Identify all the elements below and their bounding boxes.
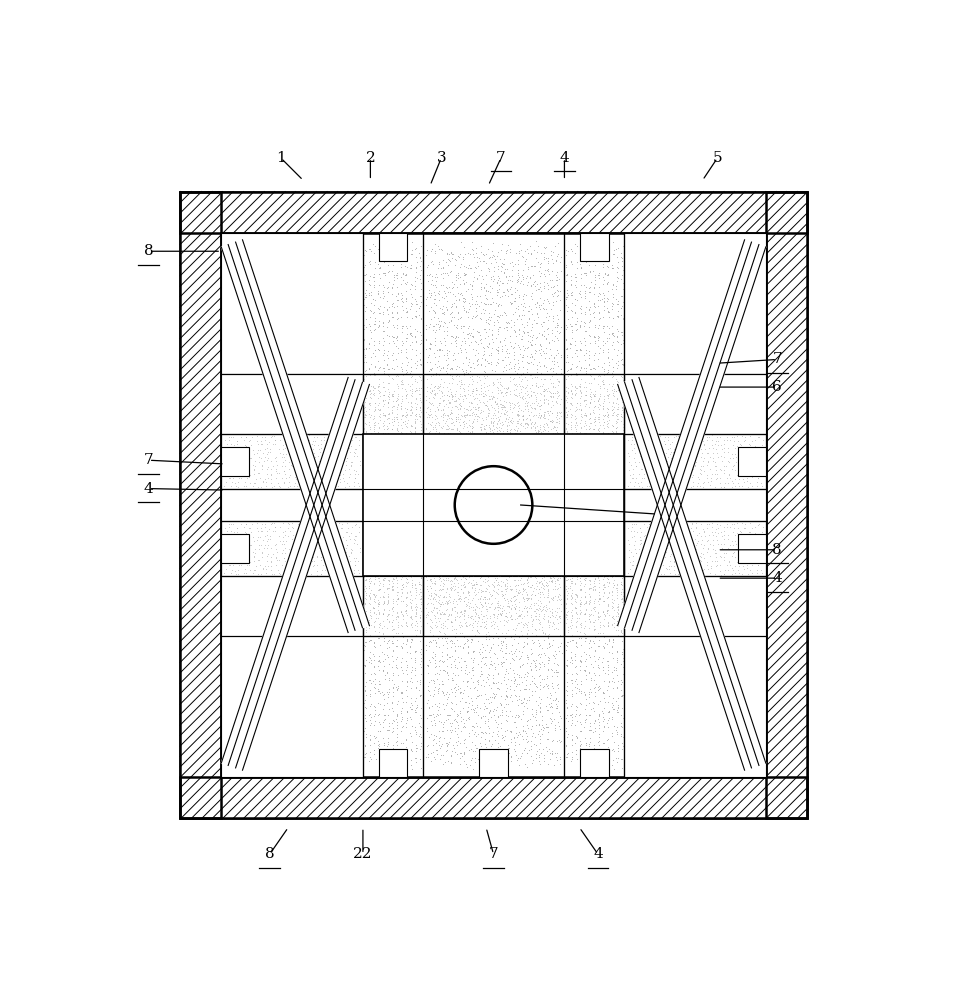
Bar — [624, 434, 766, 489]
Bar — [221, 374, 363, 777]
Bar — [363, 374, 423, 777]
Bar — [363, 434, 624, 576]
Text: 22: 22 — [353, 847, 373, 861]
Bar — [580, 233, 609, 261]
Bar — [738, 534, 766, 563]
Bar — [480, 749, 508, 777]
Bar — [363, 233, 423, 636]
Bar — [624, 233, 766, 636]
Bar — [221, 374, 363, 434]
Bar — [624, 489, 766, 521]
Bar — [766, 192, 807, 818]
Bar — [221, 447, 249, 476]
Bar — [624, 374, 766, 434]
Bar — [221, 489, 363, 521]
Text: 4: 4 — [560, 151, 569, 165]
Text: 6: 6 — [772, 380, 782, 394]
Text: 7: 7 — [143, 453, 153, 467]
Text: 4: 4 — [772, 571, 782, 585]
Text: 3: 3 — [436, 151, 446, 165]
Bar — [378, 233, 407, 261]
Bar — [423, 233, 564, 636]
Text: 7: 7 — [489, 847, 498, 861]
Bar — [624, 521, 766, 576]
Bar — [766, 192, 807, 818]
Bar — [221, 233, 766, 777]
Bar — [378, 749, 407, 777]
Bar — [624, 374, 766, 777]
Bar — [180, 192, 807, 818]
Bar — [580, 749, 609, 777]
Bar — [564, 374, 624, 777]
Bar — [221, 521, 363, 576]
Bar — [624, 576, 766, 636]
Polygon shape — [617, 377, 766, 770]
Bar — [180, 777, 807, 818]
Text: 8: 8 — [772, 543, 782, 557]
Bar — [423, 374, 564, 777]
Polygon shape — [221, 240, 370, 633]
Bar — [180, 192, 807, 233]
Text: 1: 1 — [276, 151, 286, 165]
Bar — [180, 777, 807, 818]
Bar — [221, 534, 249, 563]
Polygon shape — [617, 240, 766, 633]
Text: 4: 4 — [143, 482, 154, 496]
Bar — [221, 233, 363, 636]
Polygon shape — [221, 377, 370, 770]
Bar — [738, 447, 766, 476]
Text: 5: 5 — [713, 151, 722, 165]
Bar — [180, 192, 807, 233]
Bar — [180, 192, 221, 818]
Text: 7: 7 — [772, 352, 782, 366]
Bar — [221, 576, 363, 636]
Text: 8: 8 — [143, 244, 153, 258]
Text: 7: 7 — [496, 151, 506, 165]
Text: 8: 8 — [265, 847, 274, 861]
Bar — [564, 233, 624, 636]
Bar — [180, 192, 221, 818]
Bar — [221, 434, 363, 489]
Text: 4: 4 — [593, 847, 603, 861]
Text: 2: 2 — [366, 151, 376, 165]
Bar — [363, 374, 624, 636]
